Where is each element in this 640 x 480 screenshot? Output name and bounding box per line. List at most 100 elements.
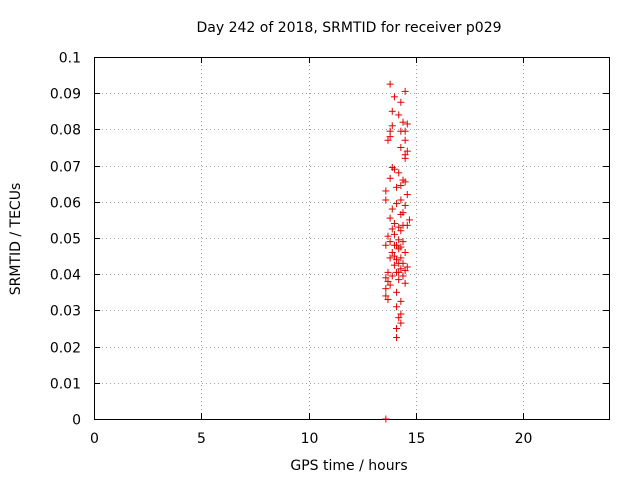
data-point (390, 230, 398, 238)
data-point (397, 196, 405, 204)
data-point (399, 238, 407, 246)
tick-layer (94, 57, 609, 420)
data-point (397, 265, 405, 273)
data-point (393, 288, 401, 296)
data-point (399, 118, 407, 126)
data-point (382, 285, 390, 293)
data-point (405, 216, 413, 224)
data-point (395, 169, 403, 177)
data-point (388, 225, 396, 233)
plot-frame (94, 57, 610, 420)
data-point (388, 205, 396, 213)
data-point (397, 210, 405, 218)
x-tick-label: 10 (301, 431, 319, 447)
data-point (403, 221, 411, 229)
data-point (386, 80, 394, 88)
data-point (390, 252, 398, 260)
data-point (397, 182, 405, 190)
data-point (382, 292, 390, 300)
y-tick-label: 0.1 (59, 51, 81, 67)
data-point (388, 248, 396, 256)
x-tick-label: 20 (515, 431, 533, 447)
data-point (388, 107, 396, 115)
data-point (384, 268, 392, 276)
data-point (382, 187, 390, 195)
data-point (397, 254, 405, 262)
data-point (386, 133, 394, 141)
data-series-srmtid (382, 80, 413, 423)
data-point (382, 415, 390, 423)
x-axis-label: GPS time / hours (290, 458, 407, 474)
x-tick-labels: 0 5 10 15 20 (90, 431, 532, 447)
y-tick-label: 0.08 (50, 123, 81, 139)
data-point (384, 232, 392, 240)
data-point (401, 151, 409, 159)
y-tick-label: 0.02 (50, 341, 81, 357)
data-point (397, 319, 405, 327)
data-point (395, 236, 403, 244)
data-point (403, 263, 411, 271)
y-tick-label: 0.06 (50, 196, 81, 212)
data-point (401, 87, 409, 95)
data-point (403, 191, 411, 199)
data-point (403, 147, 411, 155)
data-point (399, 272, 407, 280)
data-point (397, 227, 405, 235)
data-point (390, 93, 398, 101)
data-point (401, 248, 409, 256)
y-tick-label: 0.03 (50, 304, 81, 320)
data-point (390, 165, 398, 173)
data-point (393, 256, 401, 264)
data-point (382, 196, 390, 204)
data-point (401, 267, 409, 275)
data-point (393, 183, 401, 191)
data-point (382, 241, 390, 249)
data-point (390, 261, 398, 269)
x-tick-label: 5 (197, 431, 206, 447)
data-point (401, 201, 409, 209)
y-tick-label: 0.01 (50, 377, 81, 393)
data-point (397, 144, 405, 151)
y-tick-label: 0.09 (50, 87, 81, 103)
y-tick-label: 0.05 (50, 232, 81, 248)
data-point (395, 223, 403, 231)
data-point (395, 268, 403, 276)
y-tick-label: 0.07 (50, 160, 81, 176)
data-point (388, 122, 396, 130)
data-point (393, 241, 401, 249)
data-point (395, 276, 403, 284)
data-point (386, 214, 394, 222)
data-point (397, 98, 405, 106)
data-point (386, 238, 394, 246)
y-tick-label: 0 (72, 413, 81, 429)
data-point (401, 279, 409, 287)
data-point (384, 296, 392, 304)
data-point (386, 281, 394, 289)
data-point (397, 297, 405, 305)
data-point (393, 200, 401, 208)
grid-layer (94, 57, 609, 419)
x-tick-label: 0 (90, 431, 99, 447)
data-point (393, 334, 401, 342)
data-point (401, 178, 409, 186)
data-point (395, 245, 403, 253)
data-point (382, 274, 390, 282)
data-point (386, 174, 394, 182)
y-tick-label: 0.04 (50, 268, 81, 284)
data-point (384, 277, 392, 285)
data-point (388, 272, 396, 280)
data-point (395, 314, 403, 322)
data-point (384, 136, 392, 144)
data-point (386, 254, 394, 262)
data-point (395, 259, 403, 267)
data-point (397, 127, 405, 135)
y-axis-label: SRMTID / TECUs (8, 183, 24, 296)
x-tick-label: 15 (408, 431, 426, 447)
chart-title: Day 242 of 2018, SRMTID for receiver p02… (196, 20, 501, 36)
data-point (393, 325, 401, 332)
data-point (395, 111, 403, 119)
data-point (390, 220, 398, 228)
data-point (393, 303, 401, 311)
data-point (397, 310, 405, 318)
